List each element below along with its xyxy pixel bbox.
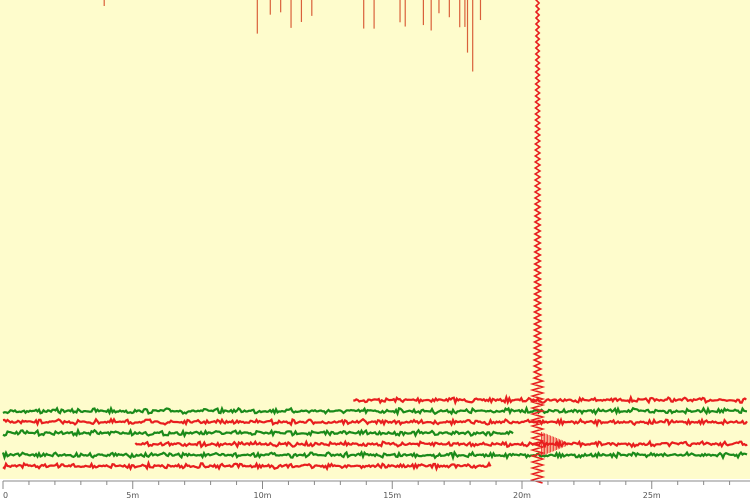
- trace-red: [2, 459, 492, 472]
- x-tick-label: 10m: [254, 491, 272, 500]
- x-tick-label: 20m: [513, 491, 531, 500]
- trace-red: [353, 393, 747, 406]
- trace-green: [2, 405, 748, 417]
- x-tick-label: 15m: [383, 491, 401, 500]
- trace-red: [134, 439, 748, 450]
- x-tick-label: 25m: [643, 491, 661, 500]
- x-tick-label: 0: [3, 491, 8, 500]
- x-tick-label: 5m: [126, 491, 139, 500]
- trace-red: [2, 416, 748, 428]
- traces: [1, 393, 748, 472]
- trace-green: [2, 427, 514, 439]
- x-axis: 0 5m 10m 15m 20m 25m: [2, 480, 750, 500]
- main-event-spike: [529, 0, 568, 484]
- top-spikes: [103, 0, 482, 72]
- event-waveform: [529, 0, 546, 484]
- trace-green: [1, 449, 748, 462]
- plot-background: [0, 0, 750, 479]
